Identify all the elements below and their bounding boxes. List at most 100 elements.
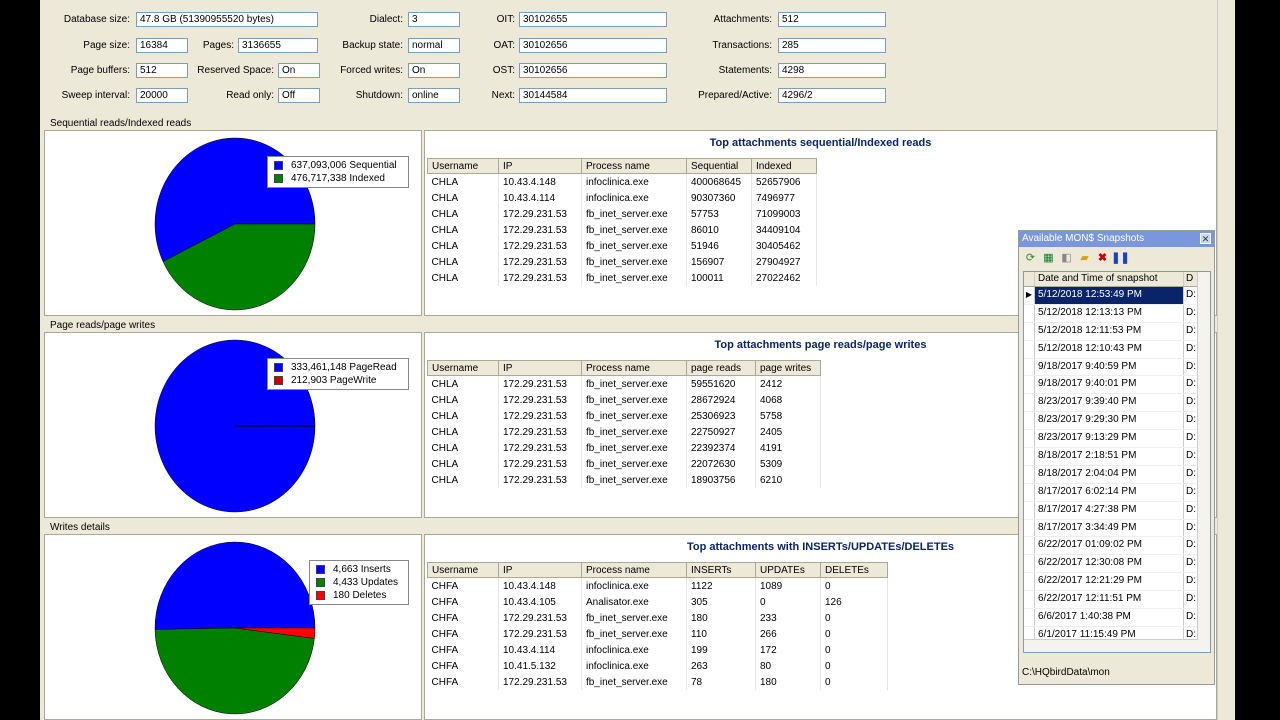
table-cell[interactable]: 199 — [686, 642, 756, 658]
snapshot-datetime[interactable]: 6/1/2017 11:15:49 PM — [1035, 626, 1184, 644]
table-cell[interactable]: 2412 — [755, 375, 821, 392]
table-cell[interactable]: 172.29.231.53 — [498, 408, 582, 424]
column-header-process-name[interactable]: Process name — [581, 562, 687, 578]
oit-field[interactable]: 30102655 — [519, 12, 667, 27]
table-cell[interactable]: fb_inet_server.exe — [581, 674, 687, 690]
column-header-process-name[interactable]: Process name — [581, 360, 687, 376]
column-header-page-writes[interactable]: page writes — [755, 360, 821, 376]
table-cell[interactable]: CHLA — [427, 392, 499, 408]
table-cell[interactable]: CHLA — [427, 375, 499, 392]
open-folder-icon[interactable]: ▰ — [1080, 251, 1089, 264]
table-cell[interactable]: infoclinica.exe — [581, 642, 687, 658]
column-header-username[interactable]: Username — [427, 562, 499, 578]
table-cell[interactable]: 172.29.231.53 — [498, 440, 582, 456]
col-snapshot-datetime[interactable]: Date and Time of snapshot — [1035, 272, 1184, 286]
column-header-ip[interactable]: IP — [498, 360, 582, 376]
table-cell[interactable]: 172.29.231.53 — [498, 456, 582, 472]
table-cell[interactable]: 0 — [820, 626, 888, 642]
column-header-ip[interactable]: IP — [498, 158, 582, 174]
trans-field[interactable]: 285 — [778, 38, 886, 53]
table-cell[interactable]: 10.43.4.114 — [498, 190, 582, 206]
snapshot-datetime[interactable]: 8/23/2017 9:39:40 PM — [1035, 394, 1184, 412]
table-cell[interactable]: CHLA — [427, 472, 499, 488]
table-cell[interactable]: 57753 — [686, 206, 752, 222]
table-cell[interactable]: fb_inet_server.exe — [581, 270, 687, 286]
table-cell[interactable]: CHLA — [427, 222, 499, 238]
reserved-field[interactable]: On — [278, 63, 320, 78]
snapshot-datetime[interactable]: 5/12/2018 12:53:49 PM — [1035, 287, 1184, 304]
snapshot-datetime[interactable]: 6/22/2017 12:30:08 PM — [1035, 555, 1184, 573]
table-row[interactable]: CHFA 10.43.4.148 infoclinica.exe 1122 1089 0 — [427, 577, 888, 594]
table-cell[interactable]: 172.29.231.53 — [498, 674, 582, 690]
snapshot-datetime[interactable]: 8/17/2017 6:02:14 PM — [1035, 483, 1184, 501]
table-cell[interactable]: 10.43.4.148 — [498, 173, 582, 190]
table-cell[interactable]: 10.43.4.148 — [498, 577, 582, 594]
table-cell[interactable]: CHLA — [427, 254, 499, 270]
table-cell[interactable]: 172.29.231.53 — [498, 424, 582, 440]
refresh-icon[interactable]: ⟳ — [1025, 251, 1036, 264]
table-cell[interactable]: 0 — [820, 674, 888, 690]
table-row[interactable]: CHLA 172.29.231.53 fb_inet_server.exe 22392… — [427, 440, 821, 456]
column-header-updates[interactable]: UPDATEs — [755, 562, 821, 578]
table-cell[interactable]: 180 — [755, 674, 821, 690]
table-cell[interactable]: 110 — [686, 626, 756, 642]
delete-icon[interactable]: ✖ — [1097, 251, 1108, 264]
table-cell[interactable]: CHLA — [427, 424, 499, 440]
db-size-field[interactable]: 47.8 GB (51390955520 bytes) — [136, 12, 318, 27]
table-cell[interactable]: 22750927 — [686, 424, 756, 440]
table-row[interactable]: CHLA 172.29.231.53 fb_inet_server.exe 15690… — [427, 254, 817, 270]
readonly-field[interactable]: Off — [278, 88, 320, 103]
pages-field[interactable]: 3136655 — [238, 38, 318, 53]
table-cell[interactable]: 6210 — [755, 472, 821, 488]
table-row[interactable]: CHFA 10.41.5.132 infoclinica.exe 263 80 0 — [427, 658, 888, 674]
table-cell[interactable]: Analisator.exe — [581, 594, 687, 610]
table-cell[interactable]: fb_inet_server.exe — [581, 375, 687, 392]
snapshot-item[interactable]: 8/23/2017 9:29:30 PM D: — [1024, 412, 1210, 431]
snapshots-list[interactable]: Date and Time of snapshot D ▶ 5/12/2018 1… — [1023, 271, 1211, 653]
snapshot-item[interactable]: 9/18/2017 9:40:59 PM D: — [1024, 358, 1210, 377]
backup-field[interactable]: normal — [408, 38, 460, 53]
close-icon[interactable]: ✕ — [1200, 233, 1211, 244]
snapshot-datetime[interactable]: 6/22/2017 01:09:02 PM — [1035, 537, 1184, 555]
table-cell[interactable]: 305 — [686, 594, 756, 610]
table-cell[interactable]: 172.29.231.53 — [498, 375, 582, 392]
table-row[interactable]: CHFA 10.43.4.114 infoclinica.exe 199 172 0 — [427, 642, 888, 658]
table-cell[interactable]: 400068645 — [686, 173, 752, 190]
table-row[interactable]: CHLA 172.29.231.53 fb_inet_server.exe 59551… — [427, 375, 821, 392]
table-row[interactable]: CHLA 172.29.231.53 fb_inet_server.exe 51946… — [427, 238, 817, 254]
snapshot-datetime[interactable]: 6/22/2017 12:11:51 PM — [1035, 591, 1184, 609]
snapshot-item[interactable]: 8/23/2017 9:39:40 PM D: — [1024, 394, 1210, 413]
snapshot-item[interactable]: 8/18/2017 2:18:51 PM D: — [1024, 448, 1210, 466]
table-row[interactable]: CHLA 172.29.231.53 fb_inet_server.exe 22750… — [427, 424, 821, 440]
snapshot-item[interactable]: 5/12/2018 12:10:43 PM D: — [1024, 340, 1210, 359]
table-row[interactable]: CHLA 172.29.231.53 fb_inet_server.exe 25306… — [427, 408, 821, 424]
table-cell[interactable]: CHLA — [427, 238, 499, 254]
col-snapshot-d[interactable]: D — [1186, 273, 1194, 284]
column-header-ip[interactable]: IP — [498, 562, 582, 578]
table-cell[interactable]: 0 — [820, 577, 888, 594]
column-header-inserts[interactable]: INSERTs — [686, 562, 756, 578]
table-cell[interactable]: CHFA — [427, 674, 499, 690]
prep-field[interactable]: 4296/2 — [778, 88, 886, 103]
snapshot-item[interactable]: ▶ 5/12/2018 12:53:49 PM D: — [1024, 287, 1210, 305]
sweep-field[interactable]: 20000 — [136, 88, 188, 103]
table-cell[interactable]: CHLA — [427, 270, 499, 286]
snapshot-datetime[interactable]: 8/18/2017 2:04:04 PM — [1035, 465, 1184, 483]
table-cell[interactable]: fb_inet_server.exe — [581, 254, 687, 270]
table-cell[interactable]: CHFA — [427, 610, 499, 626]
page-rw-table[interactable]: Username IP Process name page reads page wri… — [427, 360, 821, 488]
table-cell[interactable]: CHLA — [427, 408, 499, 424]
table-cell[interactable]: 126 — [820, 594, 888, 610]
table-row[interactable]: CHFA 172.29.231.53 fb_inet_server.exe 180 23… — [427, 610, 888, 626]
page-size-field[interactable]: 16384 — [136, 38, 188, 53]
table-cell[interactable]: 10.43.4.105 — [498, 594, 582, 610]
table-row[interactable]: CHLA 172.29.231.53 fb_inet_server.exe 10001… — [427, 270, 817, 286]
main-vertical-scrollbar[interactable] — [1217, 0, 1235, 720]
table-cell[interactable]: CHFA — [427, 594, 499, 610]
next-field[interactable]: 30144584 — [519, 88, 667, 103]
table-cell[interactable]: fb_inet_server.exe — [581, 626, 687, 642]
table-row[interactable]: CHLA 172.29.231.53 fb_inet_server.exe 86010… — [427, 222, 817, 238]
compare-icon[interactable]: ◧ — [1061, 251, 1072, 264]
column-header-username[interactable]: Username — [427, 360, 499, 376]
table-cell[interactable]: 18903756 — [686, 472, 756, 488]
